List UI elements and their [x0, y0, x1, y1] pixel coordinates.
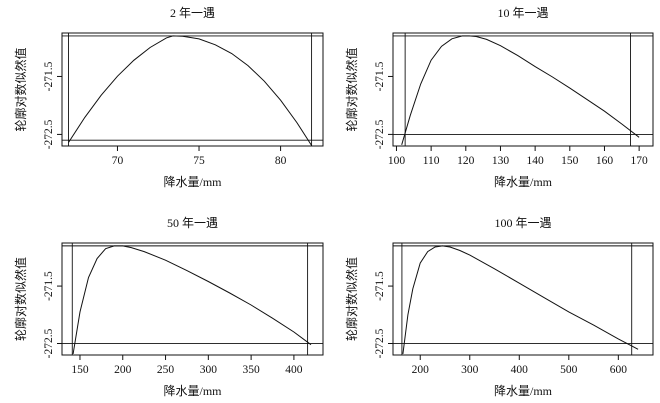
y-tick-label: -271.5	[374, 271, 386, 301]
y-tick-label: -271.5	[43, 271, 55, 301]
x-tick-label: 350	[242, 364, 260, 376]
chart-panel-4: 100 年一遇 200 300 400 500 600 -272.5 -271.5 降水量/mm…	[344, 216, 654, 398]
profile-likelihood-curve	[68, 35, 313, 146]
chart-title: 100 年一遇	[494, 216, 551, 230]
x-tick-label: 110	[423, 155, 440, 167]
y-axis-title: 轮廓对数似然值	[344, 47, 359, 131]
x-tick-label: 75	[193, 155, 205, 167]
x-axis-title: 降水量/mm	[163, 175, 222, 189]
x-tick-label: 300	[461, 364, 479, 376]
x-tick-label: 80	[275, 155, 287, 167]
chart-panel-1: 2 年一遇 70 75 80 -272.5 -271.5 降水量/mm 轮廓对数似然值	[13, 6, 324, 189]
x-tick-label: 300	[200, 364, 218, 376]
y-axis-title: 轮廓对数似然值	[13, 47, 28, 131]
y-tick-label: -272.5	[374, 328, 386, 358]
x-tick-label: 200	[114, 364, 132, 376]
chart-title: 10 年一遇	[497, 6, 548, 20]
profile-likelihood-curve	[402, 245, 639, 354]
y-tick-label: -271.5	[374, 61, 386, 91]
y-axis-title: 轮廓对数似然值	[344, 257, 359, 341]
plot-frame	[392, 242, 654, 356]
chart-panel-2: 10 年一遇 100 110 120 130 140 150 160 170 -272.5 -271…	[344, 6, 654, 189]
x-tick-label: 140	[527, 155, 545, 167]
x-tick-label: 100	[388, 155, 406, 167]
x-tick-label: 500	[560, 364, 578, 376]
x-tick-label: 150	[561, 155, 579, 167]
y-tick-label: -272.5	[43, 119, 55, 149]
chart-title: 50 年一遇	[167, 216, 218, 230]
x-tick-label: 400	[285, 364, 303, 376]
x-tick-label: 400	[511, 364, 529, 376]
plot-frame	[61, 242, 324, 356]
chart-panel-3: 50 年一遇 150 200 250 300 350 400 -272.5 -271.5 降水量/…	[13, 216, 324, 398]
y-tick-label: -272.5	[43, 328, 55, 358]
x-tick-label: 160	[596, 155, 614, 167]
x-tick-label: 170	[631, 155, 649, 167]
y-axis-title: 轮廓对数似然值	[13, 257, 28, 341]
x-tick-label: 250	[157, 364, 175, 376]
y-tick-label: -272.5	[374, 119, 386, 149]
chart-title: 2 年一遇	[170, 6, 215, 20]
x-tick-label: 130	[492, 155, 510, 167]
y-tick-label: -271.5	[43, 61, 55, 91]
x-tick-label: 150	[71, 364, 89, 376]
profile-likelihood-curve	[72, 245, 312, 354]
x-axis-title: 降水量/mm	[494, 175, 553, 189]
x-tick-label: 70	[112, 155, 124, 167]
plot-frame	[392, 32, 654, 147]
profile-likelihood-curve	[401, 35, 640, 145]
x-tick-label: 120	[457, 155, 475, 167]
x-axis-title: 降水量/mm	[494, 384, 553, 398]
x-tick-label: 200	[412, 364, 430, 376]
x-tick-label: 600	[610, 364, 628, 376]
x-axis-title: 降水量/mm	[163, 384, 222, 398]
plot-frame	[61, 32, 324, 147]
